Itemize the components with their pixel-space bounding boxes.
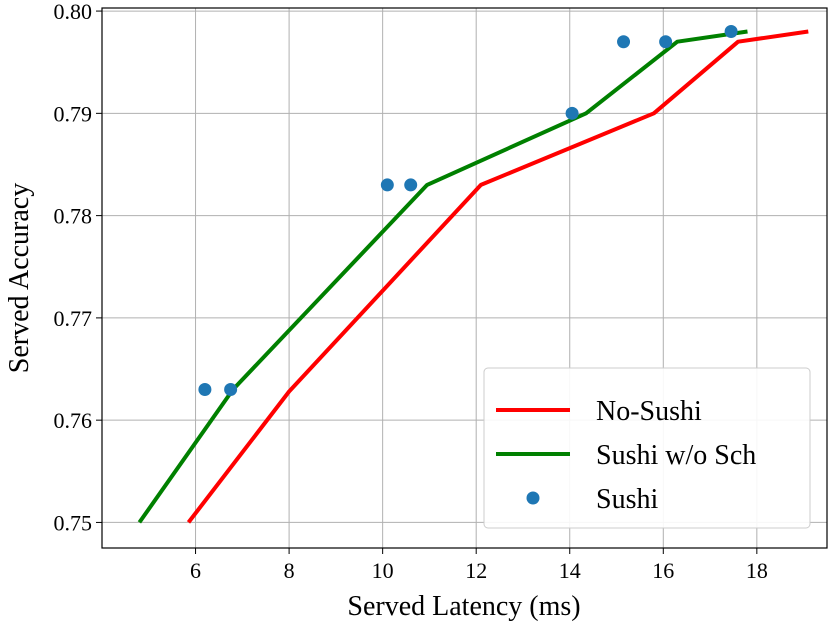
series-line-no-sushi xyxy=(186,29,809,524)
y-tick-label: 0.78 xyxy=(54,204,93,229)
x-tick-label: 8 xyxy=(284,558,295,583)
y-tick-label: 0.76 xyxy=(54,408,93,433)
data-point-sushi xyxy=(617,35,631,49)
plot-frame xyxy=(101,7,828,549)
x-tick-label: 12 xyxy=(465,558,487,583)
y-tick-label: 0.77 xyxy=(54,306,93,331)
data-point-sushi xyxy=(224,382,238,396)
series-line-sushi-w-o-sch xyxy=(137,29,748,524)
axis-ticks: 6 8 10 12 14 16 18 0.75 0.76 0.77 0.78 0.79 0.80 xyxy=(54,0,768,583)
data-point-sushi xyxy=(198,382,212,396)
data-point-sushi xyxy=(724,25,738,39)
legend-label-no-sushi: No-Sushi xyxy=(596,396,702,427)
data-point-sushi xyxy=(380,178,394,192)
y-axis-title: Served Accuracy xyxy=(4,183,35,373)
legend-swatch-sushi xyxy=(526,491,540,505)
x-tick-label: 6 xyxy=(190,558,201,583)
x-tick-label: 10 xyxy=(372,558,394,583)
data-point-sushi xyxy=(565,106,579,120)
data-point-sushi xyxy=(659,35,673,49)
series-layer xyxy=(137,25,809,524)
x-axis-title: Served Latency (ms) xyxy=(347,591,580,622)
y-tick-label: 0.79 xyxy=(54,101,93,126)
legend-label-sushi-w-o-sch: Sushi w/o Sch xyxy=(596,440,756,471)
legend: No-Sushi Sushi w/o Sch Sushi xyxy=(483,367,811,529)
grid xyxy=(102,8,827,548)
x-tick-label: 18 xyxy=(746,558,768,583)
legend-label-sushi: Sushi xyxy=(596,484,658,515)
data-point-sushi xyxy=(404,178,418,192)
x-tick-label: 14 xyxy=(559,558,581,583)
x-tick-label: 16 xyxy=(652,558,674,583)
y-tick-label: 0.75 xyxy=(54,510,93,535)
y-tick-label: 0.80 xyxy=(54,0,93,24)
